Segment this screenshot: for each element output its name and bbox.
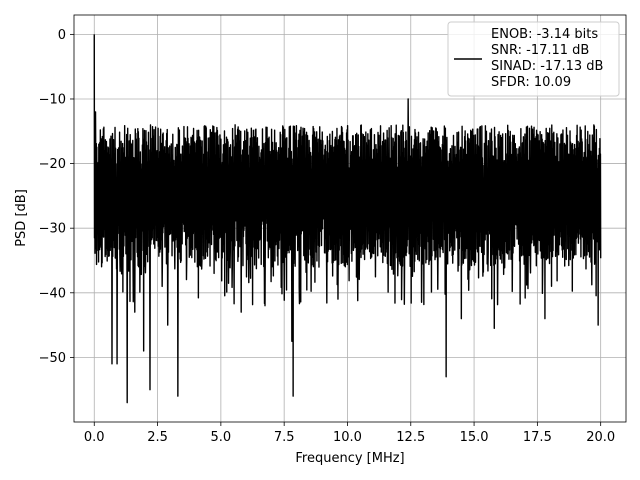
legend: ENOB: -3.14 bits SNR: -17.11 dB SINAD: -… — [447, 21, 620, 97]
x-tick-label: 20.0 — [586, 430, 615, 445]
x-tick-label: 12.5 — [396, 430, 425, 445]
x-tick-label: 15.0 — [460, 430, 489, 445]
x-tick-label: 17.5 — [523, 430, 552, 445]
plot-frame — [73, 14, 627, 423]
x-tick-label: 5.0 — [211, 430, 232, 445]
x-tick-label: 10.0 — [333, 430, 362, 445]
y-axis-label: PSD [dB] — [14, 189, 29, 247]
y-tick-label: 0 — [58, 28, 66, 43]
legend-entry-snr: SNR: -17.11 dB — [491, 43, 589, 58]
x-axis-label: Frequency [MHz] — [295, 451, 404, 466]
y-tick-label: −40 — [39, 286, 66, 301]
psd-series-line — [93, 34, 602, 404]
y-tick-label: −50 — [39, 351, 66, 366]
tick-layer: 0.0 2.5 5.0 7.5 10.0 12.5 15.0 17.5 20.0 0 −10 −20 −… — [39, 28, 616, 445]
series-layer — [93, 34, 602, 404]
legend-entry-sfdr: SFDR: 10.09 — [491, 75, 571, 90]
y-tick-label: −30 — [39, 222, 66, 237]
y-tick-label: −10 — [39, 92, 66, 107]
legend-entry-sinad: SINAD: -17.13 dB — [491, 59, 603, 74]
legend-entry-enob: ENOB: -3.14 bits — [491, 27, 598, 42]
x-tick-label: 2.5 — [147, 430, 168, 445]
x-tick-label: 7.5 — [274, 430, 295, 445]
x-tick-label: 0.0 — [84, 430, 105, 445]
legend-box — [447, 21, 620, 97]
y-tick-label: −20 — [39, 157, 66, 172]
